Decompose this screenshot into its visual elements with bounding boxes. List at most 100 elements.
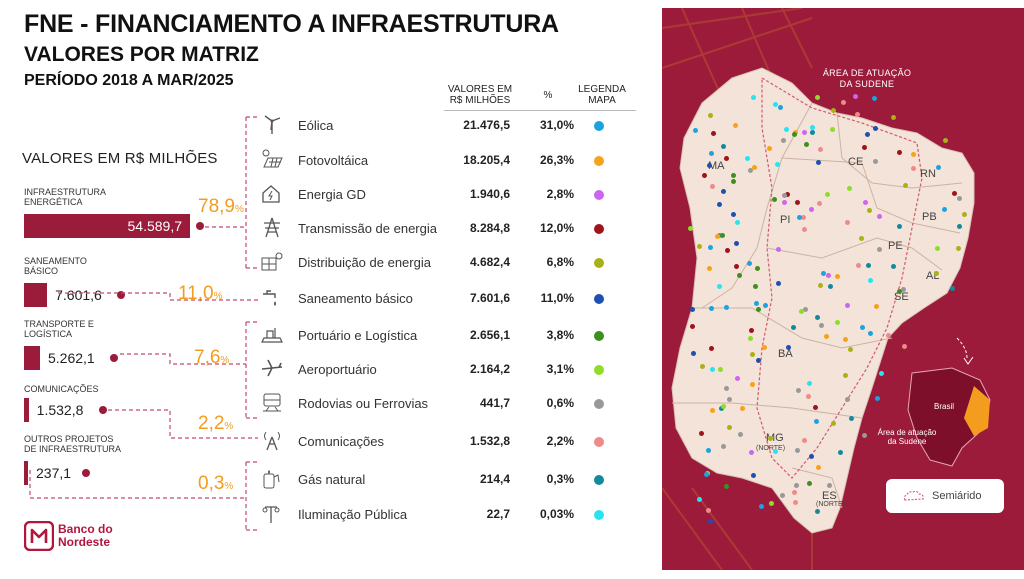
project-dot	[731, 173, 736, 178]
project-dot	[873, 126, 878, 131]
airplane-icon	[259, 356, 285, 380]
project-dot	[756, 307, 761, 312]
breakdown-percent: 11,0%	[540, 291, 574, 305]
project-dot	[690, 324, 695, 329]
project-dot	[845, 303, 850, 308]
project-dot	[706, 448, 711, 453]
project-dot	[859, 236, 864, 241]
map-legend-dot	[594, 224, 604, 234]
project-dot	[776, 247, 781, 252]
project-dot	[872, 96, 877, 101]
breakdown-percent: 0,03%	[539, 507, 574, 521]
state-label: MG	[766, 432, 784, 444]
project-dot	[838, 450, 843, 455]
project-dot	[826, 273, 831, 278]
project-dot	[799, 309, 804, 314]
map-legend-dot	[594, 510, 604, 520]
project-dot	[815, 509, 820, 514]
legend-header: LEGENDA MAPA	[578, 84, 626, 106]
breakdown-value: 21.476,5	[463, 118, 510, 132]
breakdown-percent: 2,8%	[546, 187, 574, 201]
project-dot	[711, 131, 716, 136]
state-label: (NORTE)	[816, 501, 846, 508]
breakdown-label: Fotovoltáica	[298, 153, 369, 168]
state-label: CE	[848, 156, 864, 168]
project-dot	[733, 123, 738, 128]
solar-panel-icon	[259, 147, 285, 171]
breakdown-value: 1.532,8	[469, 434, 510, 448]
project-dot	[740, 406, 745, 411]
project-dot	[901, 287, 906, 292]
breakdown-percent: 3,1%	[546, 362, 574, 376]
bar-connector-dot	[98, 406, 107, 414]
project-dot	[935, 246, 940, 251]
project-dot	[843, 337, 848, 342]
project-dot	[952, 191, 957, 196]
units-label: VALORES EM R$ MILHÕES	[22, 150, 218, 167]
project-dot	[781, 138, 786, 143]
project-dot	[819, 323, 824, 328]
project-dot	[767, 146, 772, 151]
project-dot	[748, 336, 753, 341]
state-borders	[672, 102, 963, 509]
project-dot	[792, 490, 797, 495]
breakdown-label: Eólica	[298, 118, 334, 133]
bar	[24, 398, 29, 422]
state-label: PI	[780, 214, 791, 226]
project-dot	[720, 233, 725, 238]
project-dot	[828, 284, 833, 289]
project-dot	[763, 303, 768, 308]
breakdown-label: Comunicações	[298, 434, 384, 449]
bar-value-label: 54.589,7	[127, 218, 183, 234]
project-dot	[710, 367, 715, 372]
project-dot	[815, 315, 820, 320]
project-dot	[724, 156, 729, 161]
project-dot	[785, 192, 790, 197]
percent-label: 0,3%	[198, 473, 234, 494]
breakdown-percent: 0,3%	[546, 472, 574, 486]
project-dot	[772, 197, 777, 202]
project-dot	[816, 160, 821, 165]
project-dot	[717, 284, 722, 289]
project-dot	[831, 108, 836, 113]
percent-label: 78,9%	[198, 196, 244, 217]
state-label: PE	[888, 240, 903, 252]
project-dot	[853, 94, 858, 99]
breakdown-value: 441,7	[479, 396, 510, 410]
project-dot	[693, 128, 698, 133]
project-dot	[778, 105, 783, 110]
water-tap-icon	[259, 285, 285, 309]
breakdown-label: Distribuição de energia	[298, 255, 431, 270]
project-dot	[809, 454, 814, 459]
project-dot	[709, 306, 714, 311]
project-dot	[848, 347, 853, 352]
project-dot	[841, 100, 846, 105]
project-dot	[897, 289, 902, 294]
banco-nordeste-logo	[23, 520, 55, 556]
project-dot	[942, 207, 947, 212]
project-dot	[902, 344, 907, 349]
project-dot	[727, 397, 732, 402]
project-dot	[825, 192, 830, 197]
period-label: PERÍODO 2018 A MAR/2025	[24, 72, 234, 89]
project-dot	[843, 373, 848, 378]
breakdown-percent: 0,6%	[546, 396, 574, 410]
breakdown-label: Energia GD	[298, 187, 366, 202]
project-dot	[724, 305, 729, 310]
percent-label: 7,6%	[194, 347, 230, 368]
project-dot	[897, 150, 902, 155]
project-dot	[934, 271, 939, 276]
map-legend-dot	[594, 190, 604, 200]
map-legend-dot	[594, 156, 604, 166]
project-dot	[734, 241, 739, 246]
house-energy-icon	[259, 181, 285, 205]
project-dot	[831, 421, 836, 426]
project-dot	[818, 283, 823, 288]
state-label: ES	[822, 490, 837, 502]
project-dot	[721, 404, 726, 409]
project-dot	[873, 159, 878, 164]
project-dot	[756, 358, 761, 363]
project-dot	[868, 331, 873, 336]
state-label: BA	[778, 348, 793, 360]
category-label: TRANSPORTE E LOGÍSTICA	[24, 319, 94, 339]
